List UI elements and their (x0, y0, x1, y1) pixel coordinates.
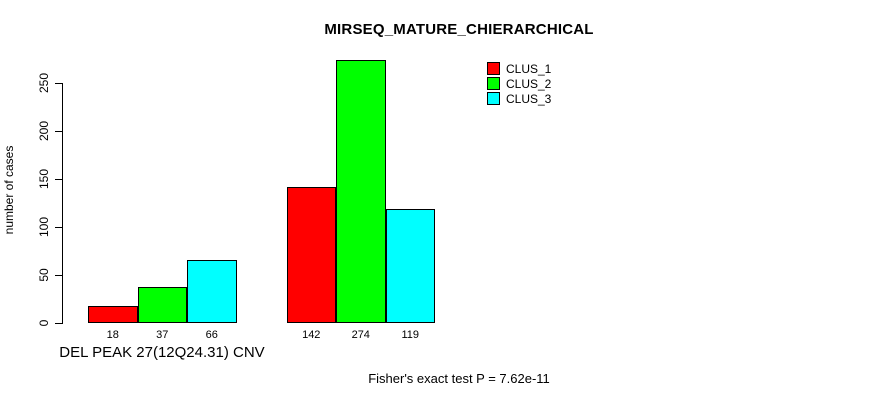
y-tick-label: 100 (37, 216, 51, 238)
y-tick-label: 250 (37, 72, 51, 94)
bar-value-label: 18 (106, 329, 119, 341)
y-tick (55, 82, 62, 84)
legend-item: CLUS_3 (487, 91, 551, 106)
bar-clus-3-group-1 (187, 259, 237, 323)
legend-item: CLUS_1 (487, 61, 551, 76)
bar-clus-3-group-2 (385, 208, 435, 323)
annotation-fishers-test: Fisher's exact test P = 7.62e-11 (368, 371, 550, 386)
y-tick-label: 200 (37, 120, 51, 142)
legend-item: CLUS_2 (487, 76, 551, 91)
y-tick (55, 226, 62, 228)
y-tick-label: 150 (37, 168, 51, 190)
legend-label: CLUS_2 (506, 76, 552, 91)
chart-title: MIRSEQ_MATURE_CHIERARCHICAL (324, 21, 594, 38)
y-tick (55, 130, 62, 132)
legend-swatch-clus-3 (487, 92, 500, 105)
y-tick-label: 0 (37, 319, 51, 327)
bar-clus-1-group-1 (88, 305, 138, 323)
bar-value-label: 66 (205, 329, 218, 341)
y-tick-label: 50 (37, 268, 51, 282)
y-axis-label: number of cases (2, 145, 16, 235)
bar-value-label: 119 (401, 329, 420, 341)
legend: CLUS_1 CLUS_2 CLUS_3 (487, 61, 551, 106)
y-axis (62, 83, 63, 324)
y-tick (55, 274, 62, 276)
bar-value-label: 37 (156, 329, 169, 341)
y-tick (55, 322, 62, 324)
x-axis-label: DEL PEAK 27(12Q24.31) CNV (59, 344, 265, 361)
legend-swatch-clus-2 (487, 77, 500, 90)
legend-label: CLUS_1 (506, 61, 552, 76)
legend-label: CLUS_3 (506, 91, 552, 106)
legend-swatch-clus-1 (487, 62, 500, 75)
bar-clus-2-group-2 (336, 59, 386, 323)
bar-clus-1-group-2 (286, 186, 336, 323)
y-tick (55, 178, 62, 180)
bar-value-label: 274 (351, 329, 370, 341)
bar-clus-2-group-1 (137, 287, 187, 323)
bar-value-label: 142 (302, 329, 321, 341)
